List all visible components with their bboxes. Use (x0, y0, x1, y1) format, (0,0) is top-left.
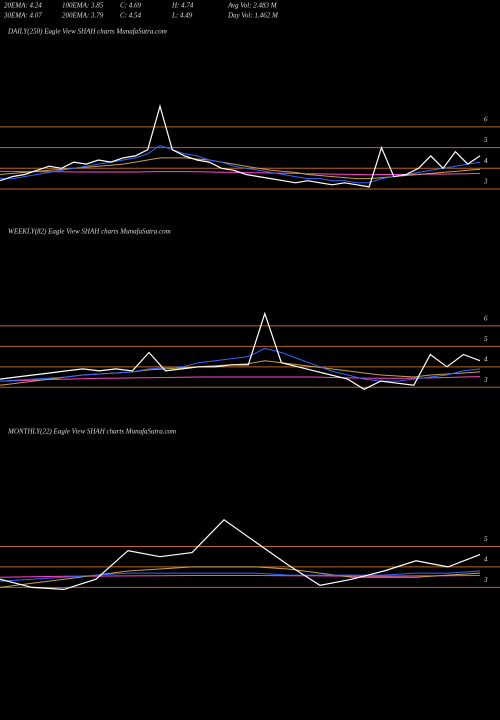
y-tick-label: 4 (484, 556, 488, 564)
y-tick-label: 6 (484, 116, 488, 124)
price-line (0, 347, 481, 382)
header-stat: H: 4.74 (171, 2, 194, 10)
header-stat: 30EMA: 4.07 (3, 12, 42, 20)
header-stat: Day Vol: 1.462 M (227, 12, 279, 20)
price-line (0, 311, 481, 390)
panel-title: DAILY(250) Eagle View SHAH charts Munafa… (7, 28, 167, 36)
panel-title: WEEKLY(82) Eagle View SHAH charts Munafa… (8, 228, 171, 236)
header-stat: Avg Vol: 2.483 M (227, 2, 278, 10)
y-tick-label: 6 (484, 315, 488, 323)
price-line (0, 519, 481, 591)
y-tick-label: 5 (484, 335, 488, 343)
header-stat: C: 4.54 (120, 12, 142, 20)
header-stat: 20EMA: 4.24 (4, 2, 42, 10)
header-stat: 100EMA: 3.85 (62, 2, 104, 10)
y-tick-label: 5 (484, 535, 488, 543)
y-tick-label: 3 (483, 576, 488, 584)
y-tick-label: 3 (483, 178, 488, 186)
price-line (0, 144, 481, 184)
header-stat: C: 4.69 (120, 2, 142, 10)
y-tick-label: 4 (484, 157, 488, 165)
header-stat: 200EMA: 3.79 (62, 12, 104, 20)
price-line (0, 103, 481, 188)
price-line (0, 570, 481, 582)
y-tick-label: 3 (483, 376, 488, 384)
y-tick-label: 4 (484, 355, 488, 363)
panel-title: MONTHLY(22) Eagle View SHAH charts Munaf… (7, 428, 176, 436)
header-stat: L: 4.49 (171, 12, 193, 20)
y-tick-label: 5 (484, 136, 488, 144)
price-line (0, 376, 481, 382)
price-line (0, 566, 481, 588)
